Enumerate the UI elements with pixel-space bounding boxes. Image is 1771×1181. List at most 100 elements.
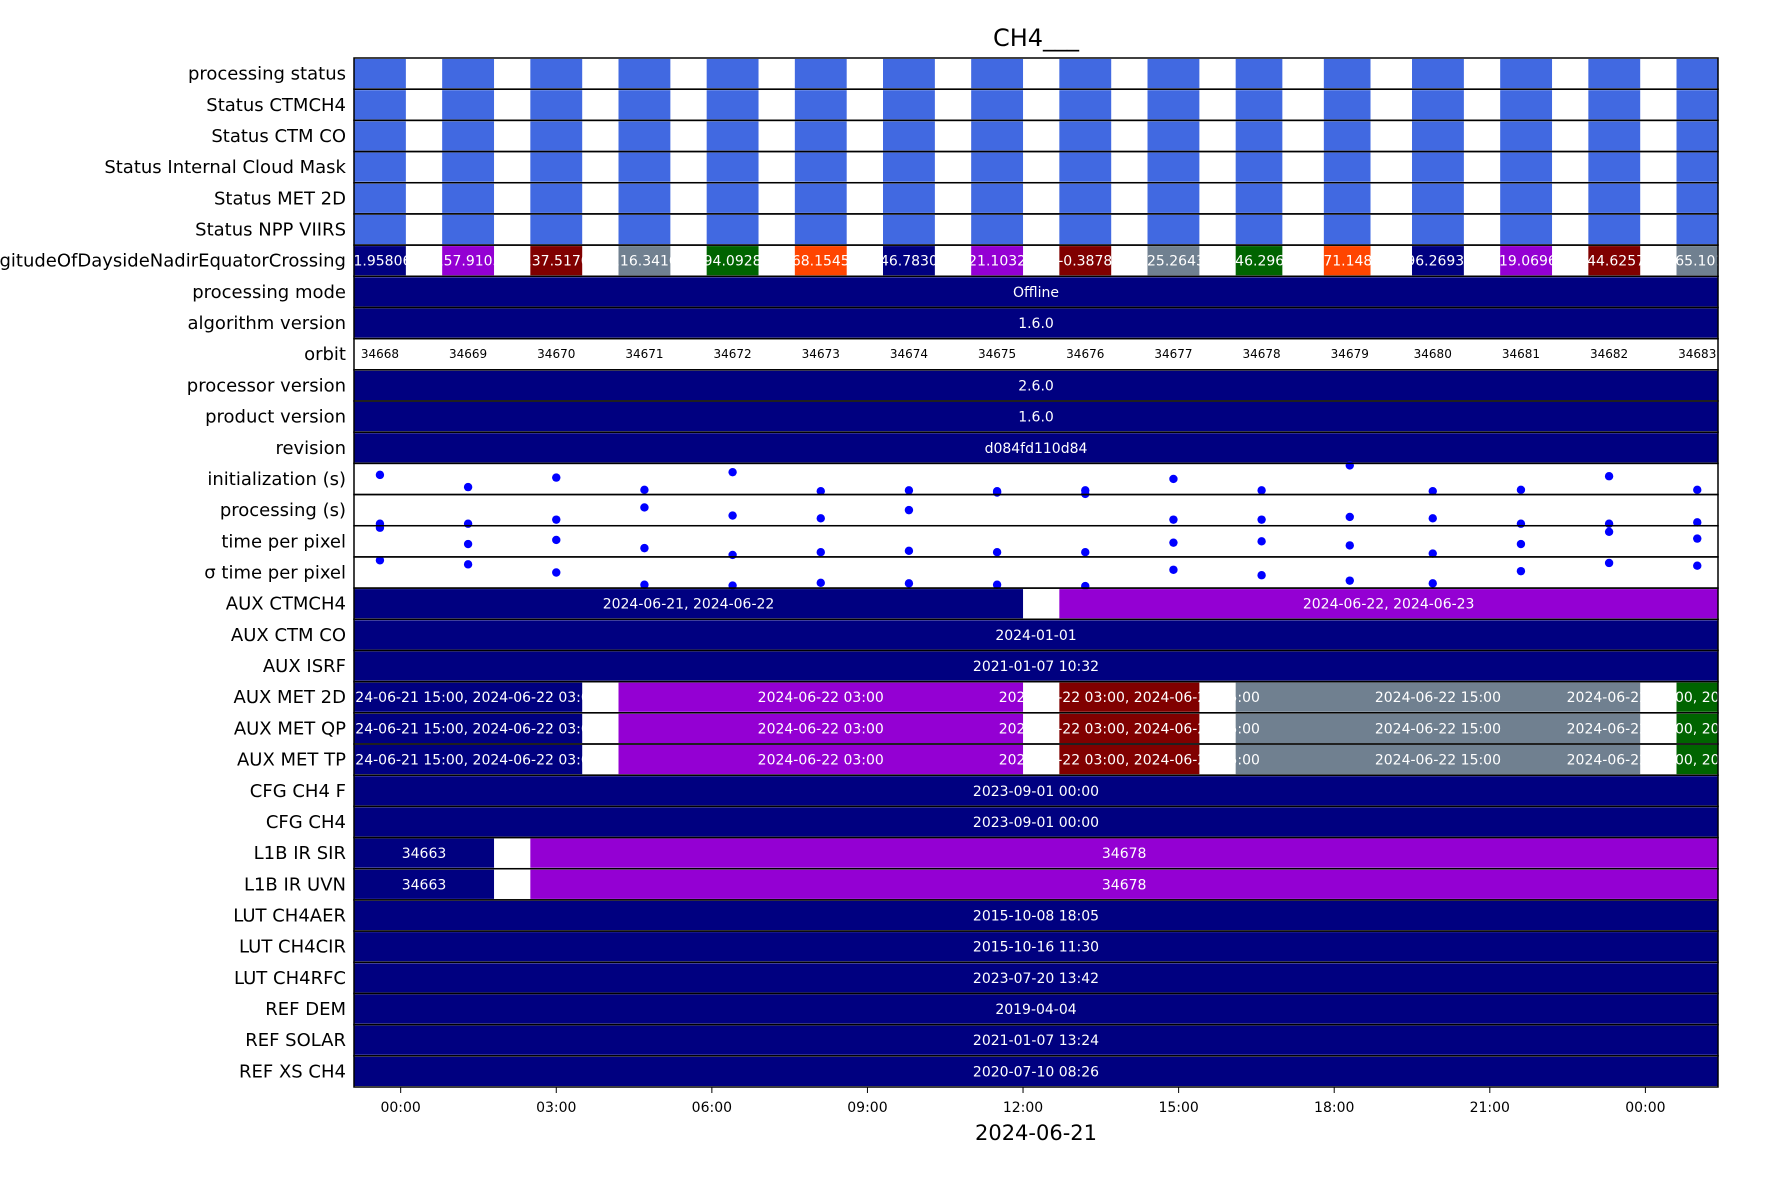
data-point xyxy=(1169,515,1178,524)
longitude-label: 21.1032 xyxy=(968,254,1026,270)
data-point xyxy=(1081,581,1090,591)
row-label: REF DEM xyxy=(265,999,346,1020)
timeline-row xyxy=(353,150,1719,184)
data-point xyxy=(1516,566,1526,576)
span-bar xyxy=(354,932,1718,962)
span-bar xyxy=(1059,682,1200,712)
status-bar xyxy=(883,59,935,89)
longitude-label: -46.2961 xyxy=(1230,254,1293,270)
data-point xyxy=(1257,571,1266,580)
row-label: Status Internal Cloud Mask xyxy=(104,157,346,178)
status-bar xyxy=(1412,90,1464,120)
timeline-row: Offline xyxy=(353,275,1719,309)
status-bar xyxy=(706,214,759,245)
span-bar xyxy=(354,776,1718,806)
status-bar xyxy=(706,90,759,120)
status-bar xyxy=(354,214,406,245)
status-bar xyxy=(706,152,759,182)
span-label: 2015-10-08 18:05 xyxy=(973,909,1099,925)
longitude-label: -144.6257 xyxy=(1573,254,1645,270)
status-bar xyxy=(442,152,495,182)
row-content xyxy=(354,90,1718,120)
status-bar xyxy=(883,90,935,120)
orbit-number-label: 34680 xyxy=(1414,347,1452,361)
span-label: Offline xyxy=(1013,285,1059,301)
row-content: 2021-01-07 13:24 xyxy=(354,1025,1718,1055)
orbit-number-label: 34681 xyxy=(1502,347,1540,361)
row-content: 2020-07-10 08:26 xyxy=(354,1056,1718,1086)
longitude-bar xyxy=(1235,246,1283,276)
longitude-label: 116.3410 xyxy=(611,254,678,270)
timeline-row: d084fd110d84 xyxy=(353,431,1719,465)
data-point xyxy=(1604,558,1614,568)
longitude-label: -0.3878 xyxy=(1058,254,1112,270)
status-bar xyxy=(1235,183,1283,213)
status-bar xyxy=(1147,152,1200,182)
status-bar xyxy=(1588,214,1641,245)
longitude-label: -1.95806 xyxy=(348,254,411,270)
span-label: 2024-06-22 03:00 xyxy=(758,721,884,737)
timeline-row: 2021-01-07 13:24 xyxy=(353,1023,1719,1057)
span-label: 1.6.0 xyxy=(1018,316,1054,332)
status-bar xyxy=(1412,214,1464,245)
orbit-number-label: 34682 xyxy=(1590,347,1628,361)
data-point xyxy=(1693,518,1702,527)
orbit-number-label: 34675 xyxy=(978,347,1016,361)
row-content: 2021-01-07 10:32 xyxy=(354,651,1718,681)
row-content: Offline xyxy=(354,277,1718,307)
span-label: 2024-06-22 03:00, 2024-06-22 15:00 xyxy=(999,753,1260,769)
data-point xyxy=(816,547,825,557)
longitude-label: 94.0928 xyxy=(704,254,762,270)
status-bar xyxy=(706,121,759,151)
status-bar xyxy=(442,121,495,151)
timeline-row: 2019-04-04 xyxy=(353,992,1719,1026)
data-point xyxy=(463,519,473,528)
orbit-number-label: 34673 xyxy=(802,347,840,361)
data-point xyxy=(552,473,561,482)
row-content xyxy=(354,59,1718,89)
span-bar xyxy=(354,713,583,743)
longitude-bar xyxy=(1588,246,1641,276)
status-bar xyxy=(1588,59,1641,89)
status-bar xyxy=(1059,183,1112,213)
timeline-row: 34663 34678 xyxy=(353,867,1719,901)
status-bar xyxy=(618,90,671,120)
status-bar xyxy=(794,90,847,120)
span-label: 2023-07-20 13:42 xyxy=(973,971,1099,987)
x-tick-label: 00:00 xyxy=(1625,1100,1665,1116)
x-axis-title: 2024-06-21 xyxy=(975,1121,1097,1145)
status-bar xyxy=(1147,59,1200,89)
rows-layer: -1.95806 157.9105 137.5170 116.3410 94.0928 6… xyxy=(348,57,1719,1088)
longitude-bar xyxy=(1147,246,1200,276)
data-point xyxy=(463,560,473,569)
row-label: processing status xyxy=(188,64,346,85)
data-point xyxy=(1516,539,1526,549)
status-bar xyxy=(1059,121,1112,151)
span-bar xyxy=(354,838,495,868)
row-label: revision xyxy=(275,438,346,459)
status-bar xyxy=(794,214,847,245)
data-point xyxy=(992,580,1002,589)
x-tick-label: 18:00 xyxy=(1314,1100,1354,1116)
status-bar xyxy=(706,183,759,213)
span-bar xyxy=(354,745,583,775)
status-bar xyxy=(1235,121,1283,151)
row-label: AUX CTM CO xyxy=(231,625,346,646)
timeline-row xyxy=(353,88,1719,122)
longitude-bar xyxy=(883,246,935,276)
data-point xyxy=(1257,486,1266,495)
status-bar xyxy=(1412,121,1464,151)
orbit-number-label: 34669 xyxy=(449,347,487,361)
row-label: L1B IR SIR xyxy=(254,843,346,864)
orbit-number-label: 34679 xyxy=(1331,347,1369,361)
span-label: 2020-07-10 08:26 xyxy=(973,1064,1099,1080)
row-label: processing (s) xyxy=(220,500,346,521)
span-label: 2024-06-22 03:00 xyxy=(758,753,884,769)
row-label: σ time per pixel xyxy=(204,563,346,584)
status-bar xyxy=(1500,59,1553,89)
row-content xyxy=(354,214,1718,245)
row-labels: processing status Status CTMCH4 Status CTM… xyxy=(0,64,347,1083)
status-bar xyxy=(354,152,406,182)
row-label: AUX ISRF xyxy=(263,656,346,677)
